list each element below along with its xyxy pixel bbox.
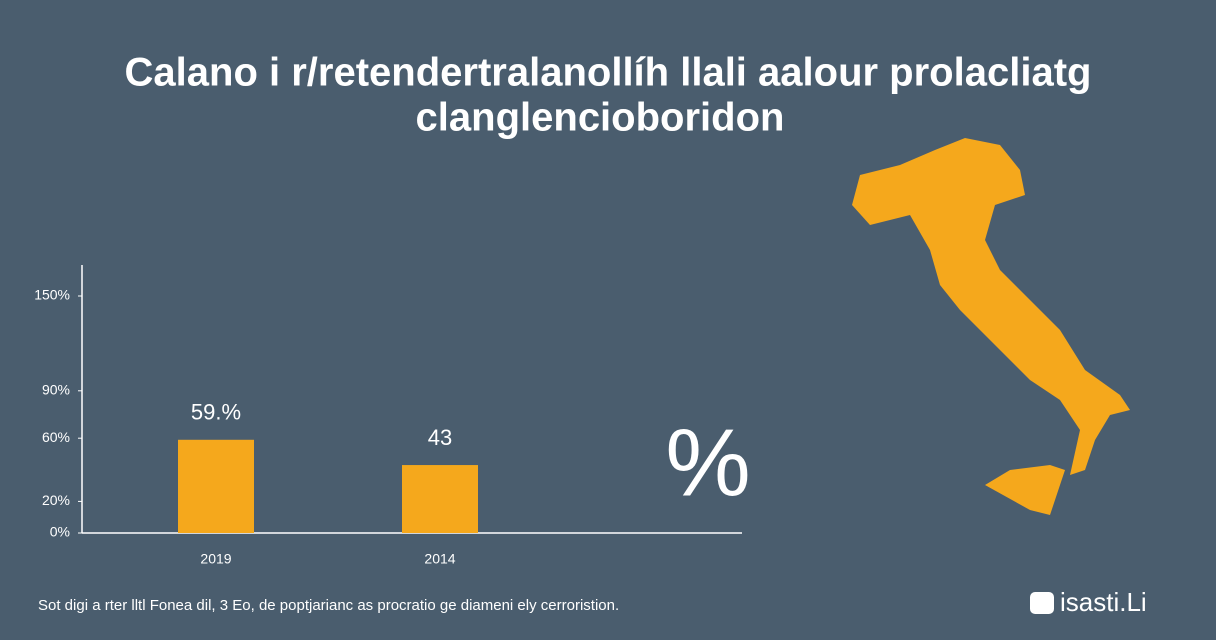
y-tick-label: 0%: [50, 524, 70, 540]
sicily-map: [985, 465, 1065, 515]
x-tick-label: 2019: [200, 551, 231, 567]
y-tick-label: 20%: [42, 492, 70, 508]
x-tick-label: 2014: [424, 551, 455, 567]
title-line: clanglencioboridon: [416, 96, 785, 140]
y-tick-label: 150%: [34, 287, 70, 303]
bar: [402, 465, 478, 533]
bar: [178, 439, 254, 533]
annotation: %: [665, 409, 750, 516]
italy-map: [852, 138, 1130, 475]
value-label: 43: [428, 425, 452, 450]
title-line: Calano i r/retendertralanollíh llali aal…: [125, 51, 1092, 95]
value-label: 59.%: [191, 400, 241, 425]
footer: Sot digi a rter lltl Fonea dil, 3 Eo, de…: [38, 597, 619, 614]
y-tick-label: 60%: [42, 429, 70, 445]
logo: isasti.Li: [1060, 587, 1147, 617]
y-tick-label: 90%: [42, 382, 70, 398]
logo-icon: [1030, 592, 1054, 614]
